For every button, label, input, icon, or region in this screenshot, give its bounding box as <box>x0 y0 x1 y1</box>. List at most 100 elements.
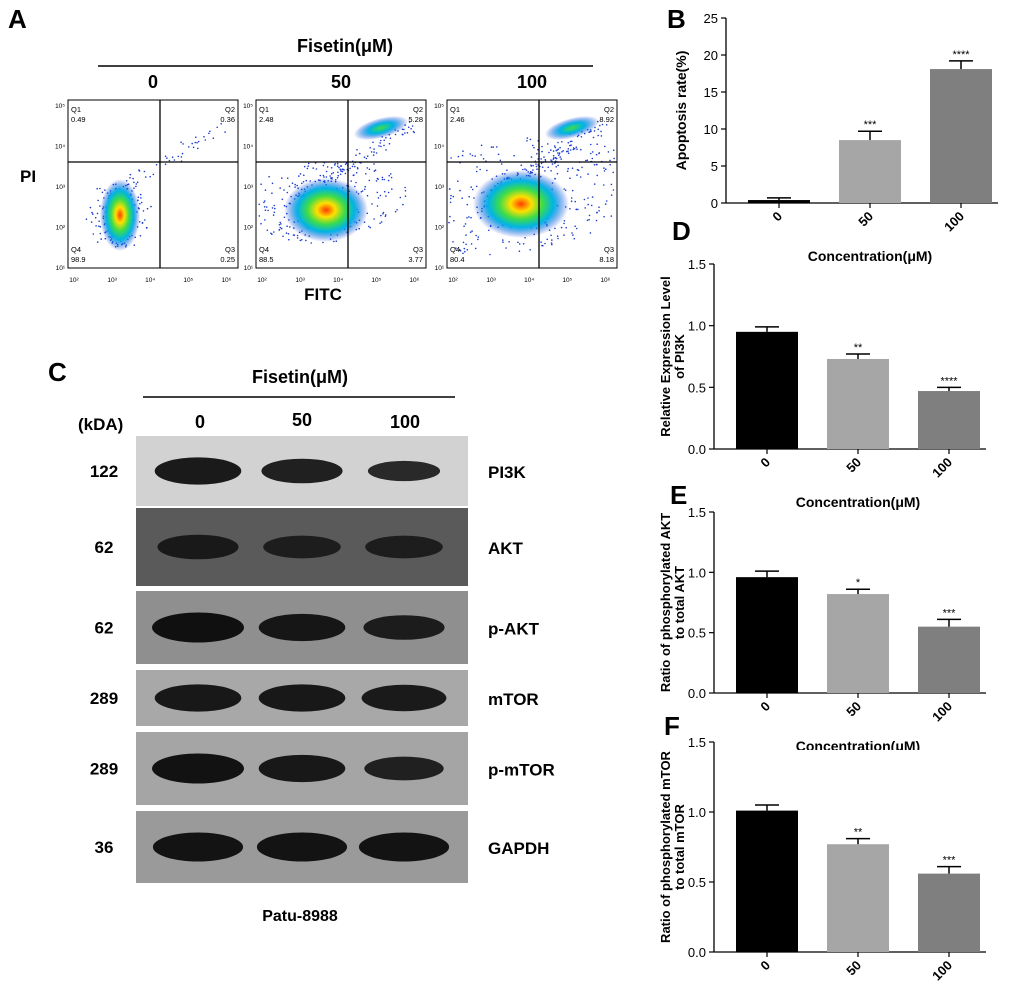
quadrant-name: Q3 <box>413 245 423 254</box>
scatter-dot <box>212 137 215 139</box>
scatter-dot <box>380 139 382 142</box>
scatter-dot <box>315 168 318 170</box>
y-tick-label: 25 <box>704 11 718 26</box>
scatter-dot <box>329 175 331 177</box>
scatter-dot <box>140 201 143 204</box>
scatter-dot <box>299 173 302 175</box>
scatter-dot <box>550 159 552 161</box>
significance-label: **** <box>952 49 970 61</box>
scatter-dot <box>380 221 383 223</box>
scatter-dot <box>404 132 406 134</box>
x-axis-label: Concentration(μM) <box>808 248 932 264</box>
scatter-dot <box>550 170 552 172</box>
x-tick-label: 0 <box>757 455 773 471</box>
quadrant-value-q1: 0.49 <box>71 115 86 124</box>
scatter-dot <box>373 163 375 165</box>
scatter-dot <box>319 174 322 177</box>
scatter-dot <box>138 169 140 171</box>
scatter-dot <box>99 205 101 207</box>
y-decade-tick: 10⁵ <box>55 103 65 110</box>
scatter-dot <box>194 141 196 144</box>
scatter-dot <box>567 141 570 144</box>
scatter-dot <box>145 227 148 229</box>
scatter-dot <box>266 229 269 232</box>
scatter-dot <box>546 238 548 241</box>
scatter-dot <box>558 153 561 155</box>
scatter-dot <box>553 145 556 147</box>
scatter-dot <box>340 165 343 167</box>
scatter-dot <box>411 125 414 127</box>
scatter-dot <box>390 176 393 179</box>
y-axis-label: Ratio of phosphorylated AKT <box>660 513 673 692</box>
blot-band <box>365 535 443 559</box>
x-decade-tick: 10⁴ <box>524 277 534 284</box>
scatter-dot <box>403 128 405 131</box>
scatter-dot <box>571 140 573 143</box>
bar <box>918 873 980 952</box>
y-axis-label: Apoptosis rate(%) <box>673 51 689 171</box>
scatter-dot <box>574 200 576 203</box>
scatter-dot <box>500 163 503 165</box>
scatter-dot <box>203 135 205 138</box>
scatter-dot <box>377 178 379 180</box>
scatter-dot <box>580 136 583 138</box>
scatter-dot <box>612 149 615 151</box>
scatter-dot <box>404 190 407 192</box>
blot-band <box>367 460 441 482</box>
y-tick-label: 1.0 <box>688 805 706 820</box>
blot-row: 122 PI3K <box>90 436 527 506</box>
scatter-dot <box>135 185 137 188</box>
scatter-dot <box>299 239 302 242</box>
panel-letter-e: E <box>670 480 688 510</box>
quadrant-name: Q1 <box>71 105 81 114</box>
scatter-dot <box>379 194 382 197</box>
scatter-dot <box>486 169 488 172</box>
density-q2 <box>353 115 409 141</box>
x-decade-tick: 10⁶ <box>600 277 610 284</box>
scatter-dot <box>166 157 168 159</box>
scatter-dot <box>529 138 532 141</box>
protein-label: GAPDH <box>488 839 549 858</box>
scatter-dot <box>565 226 567 229</box>
scatter-dot <box>263 206 266 208</box>
x-axis-label: Concentration(μM) <box>796 494 920 510</box>
scatter-dot <box>322 164 325 167</box>
x-decade-tick: 10³ <box>486 277 496 284</box>
scatter-dot <box>570 200 573 202</box>
blot-row: 36 GAPDH <box>95 811 549 883</box>
scatter-dot <box>385 195 387 197</box>
y-axis-label-line2: to total mTOR <box>672 804 687 890</box>
scatter-dot <box>330 172 333 175</box>
scatter-dot <box>94 216 97 219</box>
scatter-dot <box>591 196 594 198</box>
scatter-dot <box>339 169 342 171</box>
scatter-dot <box>610 183 613 186</box>
scatter-dot <box>181 152 184 155</box>
quadrant-value-q3: 0.25 <box>220 255 235 264</box>
bar <box>930 69 992 203</box>
quadrant-value-q2: 5.28 <box>408 115 423 124</box>
scatter-dot <box>450 194 452 197</box>
y-tick-label: 0.0 <box>688 686 706 701</box>
scatter-dot <box>366 155 369 157</box>
scatter-dot <box>407 126 410 129</box>
protein-label: p-mTOR <box>488 761 555 780</box>
scatter-dot <box>204 139 207 141</box>
scatter-dot <box>388 174 391 177</box>
scatter-dot <box>530 156 533 158</box>
scatter-dot <box>590 204 593 207</box>
scatter-dot <box>383 190 386 193</box>
x-decade-tick: 10⁶ <box>221 277 231 284</box>
scatter-dot <box>520 164 523 166</box>
scatter-dot <box>410 128 412 130</box>
scatter-dot <box>581 166 583 169</box>
scatter-dot <box>92 213 94 215</box>
scatter-dot <box>588 218 590 221</box>
scatter-dot <box>372 141 374 144</box>
scatter-dot <box>399 196 402 199</box>
scatter-dot <box>603 167 605 169</box>
y-decade-tick: 10⁴ <box>55 144 65 151</box>
y-decade-tick: 10⁴ <box>243 144 253 151</box>
scatter-dot <box>368 168 371 171</box>
